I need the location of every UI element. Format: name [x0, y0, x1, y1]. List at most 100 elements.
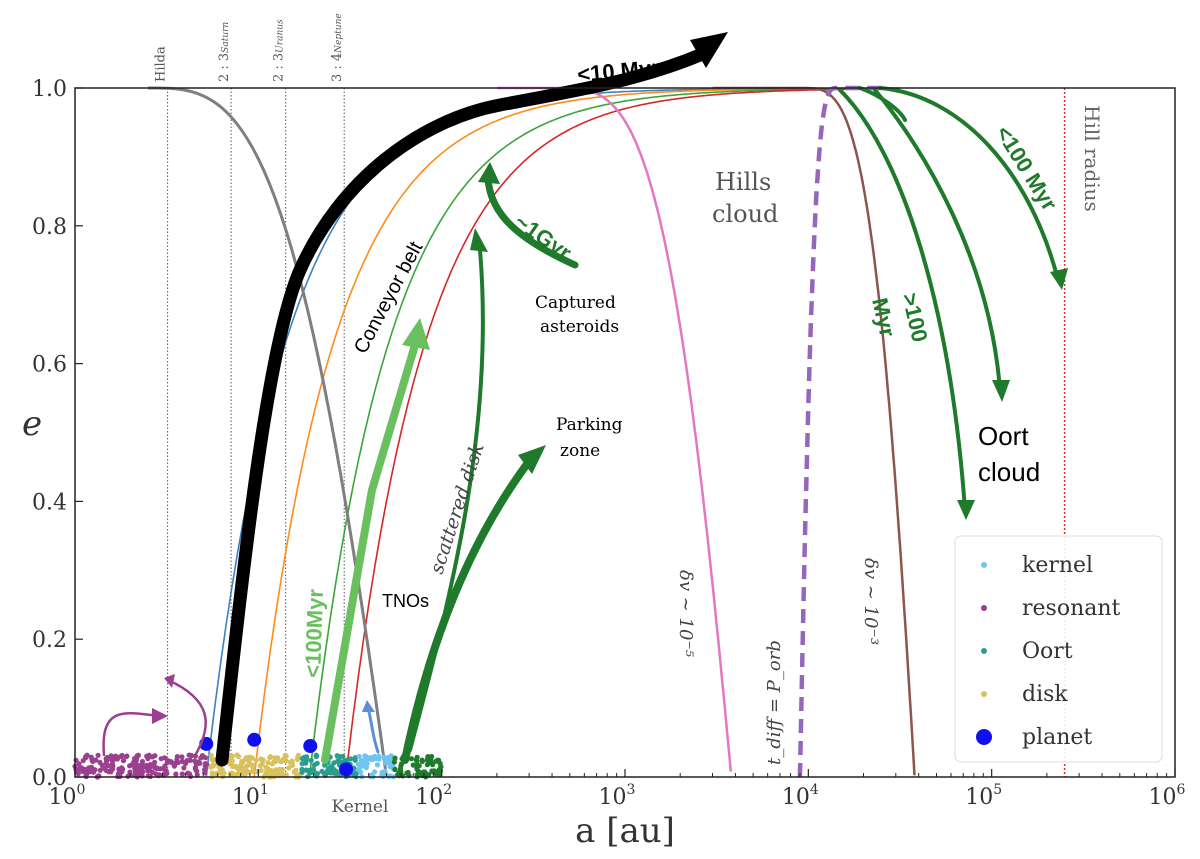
population-point: [387, 764, 393, 770]
population-point: [303, 754, 310, 760]
population-point: [429, 753, 435, 760]
tnos-label: TNOs: [382, 591, 429, 611]
population-point: [397, 770, 403, 776]
population-point: [106, 769, 112, 775]
population-point: [246, 758, 252, 765]
pink-curve-label: δv ∼ 10⁻⁵: [675, 570, 696, 657]
population-point: [259, 757, 265, 764]
population-point: [428, 759, 434, 766]
population-point: [340, 753, 346, 760]
planet-point: [339, 762, 354, 777]
population-point: [289, 762, 296, 768]
population-point: [127, 769, 133, 775]
population-point: [127, 763, 133, 769]
population-point: [228, 753, 234, 759]
curves: [148, 85, 916, 778]
legend-marker: [981, 648, 987, 654]
population-point: [105, 762, 111, 769]
population-point: [109, 761, 116, 767]
brown-curve-label: δv ∼ 10⁻³: [860, 558, 881, 645]
population-point: [337, 758, 343, 764]
y-tick-label: 0.8: [32, 215, 67, 240]
population-point: [305, 768, 312, 774]
population-point: [149, 754, 155, 760]
population-point: [257, 763, 264, 769]
population-point: [108, 753, 114, 759]
legend-marker: [981, 605, 987, 611]
population-point: [274, 770, 280, 777]
population-point: [137, 767, 144, 773]
x-axis-label: a [au]: [575, 811, 675, 851]
resonance-label: Hilda: [154, 46, 169, 82]
population-point: [187, 757, 193, 764]
population-point: [356, 753, 362, 760]
oort-arrow-2-head: [992, 380, 1010, 402]
population-point: [174, 754, 180, 760]
population-point: [392, 755, 398, 761]
population-point: [265, 771, 271, 777]
myr100-green-label: <100Myr: [300, 588, 328, 678]
population-point: [381, 754, 387, 760]
captured-label-2: asteroids: [540, 317, 619, 337]
population-point: [240, 759, 246, 766]
population-point: [152, 759, 158, 766]
population-point: [145, 768, 151, 774]
x-tick-label: 103: [599, 782, 636, 810]
population-point: [109, 757, 115, 763]
population-point: [164, 758, 171, 765]
population-point: [327, 770, 333, 776]
population-point: [92, 767, 98, 773]
population-point: [348, 756, 354, 762]
population-point: [293, 767, 299, 773]
y-tick-label: 0.2: [32, 628, 67, 653]
population-point: [419, 757, 425, 763]
oort-arrow-3-head: [1050, 268, 1068, 290]
resonant-arrow-1: [102, 712, 162, 757]
scattered-arrow-head: [470, 228, 488, 252]
resonance-label: 2 : 3Uranus: [272, 19, 287, 82]
hills-label-1: Hills: [715, 168, 771, 196]
population-point: [95, 752, 101, 758]
population-point: [133, 755, 139, 761]
oort-arrow-stub: [858, 86, 907, 122]
population-point: [202, 755, 208, 761]
population-point: [97, 767, 103, 773]
population-point: [276, 766, 282, 772]
legend-label: disk: [1022, 682, 1068, 707]
population-points: [72, 732, 444, 780]
resonant-arrow-2: [166, 678, 208, 756]
x-tick-label: 106: [1149, 782, 1186, 810]
population-point: [90, 758, 96, 765]
planet-point: [247, 732, 262, 747]
population-point: [250, 762, 256, 768]
oort-arrow-2: [873, 88, 1002, 392]
kernel-arrow-head: [362, 700, 375, 712]
captured-label-1: Captured: [535, 293, 616, 313]
population-point: [139, 772, 145, 778]
population-point: [418, 770, 425, 776]
population-point: [286, 765, 292, 771]
hill-radius-label: Hill radius: [1080, 105, 1104, 212]
population-point: [158, 766, 164, 772]
population-point: [374, 762, 380, 768]
population-point: [243, 768, 250, 774]
scattered-arrow: [408, 248, 485, 752]
population-point: [319, 768, 325, 774]
population-point: [311, 762, 317, 768]
planet-point: [303, 738, 318, 753]
purple-dashed-curve: [797, 85, 882, 778]
legend-label: resonant: [1022, 596, 1121, 621]
y-tick-label: 1.0: [32, 77, 67, 102]
gray-curve: [148, 86, 388, 776]
population-point: [183, 760, 189, 767]
population-point: [392, 766, 398, 773]
x-tick-label: 100: [49, 782, 86, 810]
population-point: [97, 759, 103, 766]
x-tick-label: 105: [965, 782, 1002, 810]
axis-ticks: 100 101 102 103 104 105 106 0.0 0.2 0.4 0.6 0.8 1.0: [32, 77, 1186, 810]
population-point: [280, 771, 286, 777]
population-point: [164, 770, 170, 776]
perihelion-curve: [345, 87, 900, 778]
population-point: [123, 754, 129, 760]
population-point: [119, 752, 125, 759]
